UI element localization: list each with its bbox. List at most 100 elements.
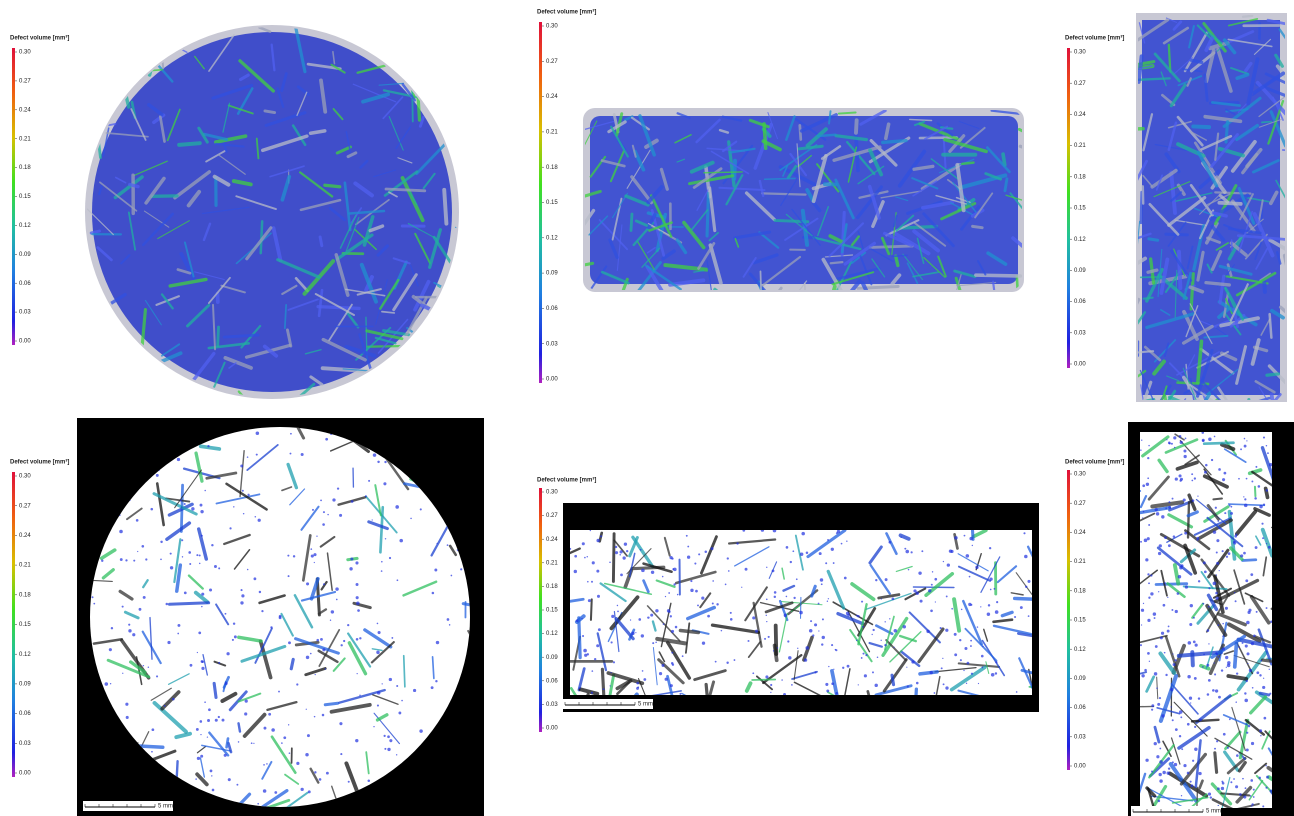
pore xyxy=(189,563,191,565)
pore xyxy=(132,633,135,636)
pore xyxy=(949,549,952,552)
pore xyxy=(1222,635,1224,637)
fiber xyxy=(1264,282,1265,292)
fiber xyxy=(440,347,454,356)
pore xyxy=(791,684,793,686)
pore xyxy=(1165,674,1167,676)
colorbar-tick-label: 0.03 xyxy=(546,702,558,708)
pore xyxy=(310,653,312,655)
pore xyxy=(1256,611,1258,613)
pore xyxy=(214,565,217,568)
pore xyxy=(340,753,342,755)
fiber xyxy=(169,33,192,38)
pore xyxy=(801,532,805,536)
pore xyxy=(828,598,829,599)
colorbar-tick-label: 0.15 xyxy=(546,200,558,206)
pore xyxy=(1265,787,1267,789)
pore xyxy=(200,510,203,513)
pore xyxy=(810,620,812,622)
pore xyxy=(617,605,618,606)
pore xyxy=(128,624,130,626)
pore xyxy=(382,683,383,684)
pore xyxy=(384,461,386,463)
pore xyxy=(677,594,679,596)
pore xyxy=(987,612,990,615)
pore xyxy=(251,742,253,744)
pore xyxy=(670,684,673,687)
pore xyxy=(963,670,964,671)
pore xyxy=(1198,772,1201,775)
pore xyxy=(1179,710,1183,714)
pore xyxy=(1214,662,1215,663)
pore xyxy=(316,536,317,537)
pore xyxy=(210,770,213,773)
colorbar-tick-label: 0.06 xyxy=(19,711,31,717)
fiber xyxy=(404,656,405,687)
colorbar-tick-label: 0.18 xyxy=(546,165,558,171)
pore xyxy=(911,660,914,663)
pore xyxy=(1247,652,1250,655)
pore xyxy=(1269,463,1272,466)
pore xyxy=(872,634,873,635)
pore xyxy=(966,683,967,684)
pore xyxy=(964,535,966,537)
pore xyxy=(1218,527,1220,529)
fiber xyxy=(170,603,209,605)
pore xyxy=(989,577,992,580)
pore xyxy=(884,644,886,646)
pore xyxy=(988,604,990,606)
pore xyxy=(996,601,998,603)
fiber xyxy=(103,370,118,382)
pore xyxy=(631,632,634,635)
pore xyxy=(122,673,123,674)
pore xyxy=(312,509,314,511)
pore xyxy=(951,608,953,610)
pore xyxy=(1173,535,1176,538)
pore xyxy=(587,653,589,655)
pore xyxy=(1161,714,1164,717)
pore xyxy=(314,716,316,718)
fiber xyxy=(311,131,325,133)
pore xyxy=(323,511,325,513)
pore xyxy=(322,523,325,526)
fiber xyxy=(162,39,187,52)
pore xyxy=(258,519,261,522)
pore xyxy=(637,686,639,688)
pore xyxy=(892,597,895,600)
pore xyxy=(687,546,689,548)
pore xyxy=(1216,551,1218,553)
pore xyxy=(574,570,577,573)
pore xyxy=(1151,709,1153,711)
pore xyxy=(943,561,944,562)
pore xyxy=(1155,508,1158,511)
pore xyxy=(325,438,328,441)
pore xyxy=(1259,674,1261,676)
pore xyxy=(620,574,623,577)
pore xyxy=(156,675,158,677)
pore xyxy=(1145,759,1148,762)
pore xyxy=(881,598,882,599)
pore xyxy=(151,751,153,753)
pore xyxy=(1246,621,1250,625)
pore xyxy=(841,543,843,545)
pore xyxy=(893,647,894,648)
pore xyxy=(196,728,199,731)
pore xyxy=(92,596,94,598)
pore xyxy=(864,674,867,677)
pore xyxy=(1189,697,1192,700)
pore xyxy=(766,599,768,601)
pore xyxy=(1207,629,1210,632)
pore xyxy=(341,644,343,646)
pore xyxy=(1216,653,1218,655)
pore xyxy=(828,666,829,667)
pore xyxy=(1234,592,1235,593)
pore xyxy=(1179,435,1182,438)
pore xyxy=(1251,642,1254,645)
pore xyxy=(797,648,798,649)
scale-bar-label: 5 mm xyxy=(158,804,173,810)
scale-bar-label: 5 mm xyxy=(1206,809,1221,815)
pore xyxy=(331,610,334,613)
pore xyxy=(209,589,212,592)
fiber xyxy=(1219,203,1240,204)
pore xyxy=(806,552,809,555)
